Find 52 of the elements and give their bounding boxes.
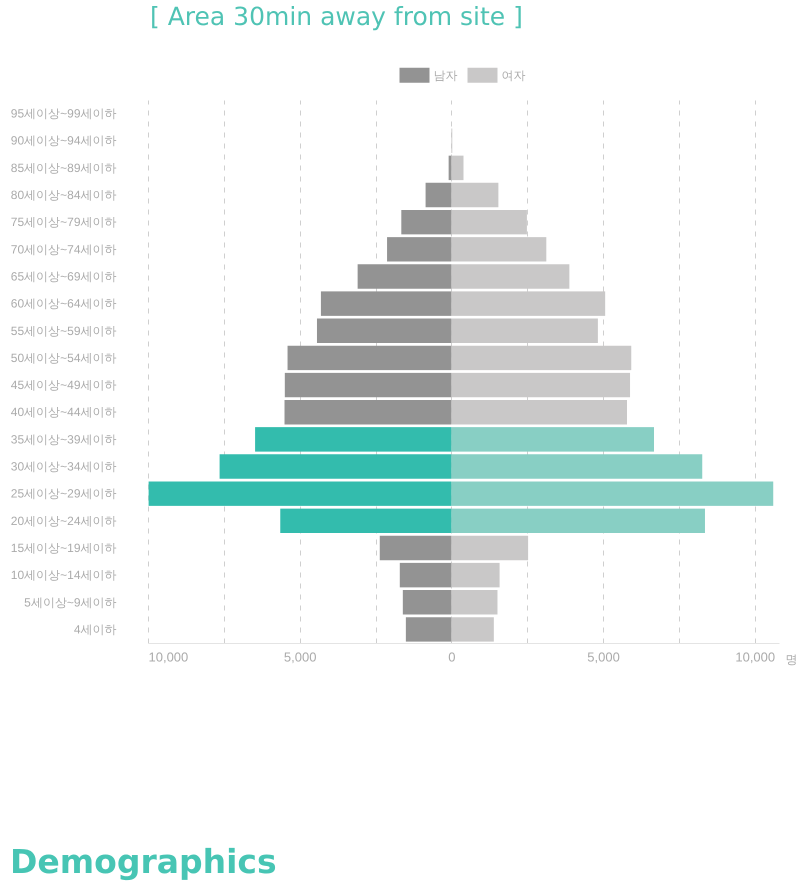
y-tick-label: 5세이상~9세이하 — [24, 595, 116, 610]
y-tick-label: 65세이상~69세이하 — [10, 269, 116, 284]
bar — [255, 427, 452, 452]
x-tick-label: 5,000 — [284, 650, 316, 664]
x-tick-label: 5,000 — [587, 650, 620, 664]
y-tick-label: 60세이상~64세이하 — [10, 296, 116, 311]
bar — [426, 182, 452, 208]
x-tick-label: 10,000 — [148, 650, 188, 664]
bar — [280, 508, 452, 534]
y-tick-label: 55세이상~59세이하 — [10, 324, 116, 338]
y-tick-label: 35세이상~39세이하 — [10, 432, 116, 446]
bar — [401, 210, 452, 234]
bar — [284, 372, 452, 398]
x-tick-label: 0 — [448, 650, 456, 664]
chart-title: [ Area 30min away from site ] — [150, 2, 523, 31]
y-tick-label: 85세이상~89세이하 — [10, 160, 116, 175]
bar — [451, 454, 702, 479]
y-tick-label: 80세이상~84세이하 — [10, 188, 116, 202]
bar — [451, 427, 654, 452]
y-tick-label: 15세이상~19세이하 — [10, 540, 116, 555]
bar — [284, 400, 452, 424]
bar — [316, 318, 452, 343]
bar — [406, 617, 452, 642]
y-tick-label: 70세이상~74세이하 — [10, 242, 116, 256]
y-tick-label: 30세이상~34세이하 — [10, 460, 116, 474]
bar — [451, 508, 705, 534]
y-tick-label: 4세이하 — [74, 622, 116, 636]
bar — [451, 481, 774, 506]
bar — [358, 264, 452, 289]
bar — [288, 346, 452, 370]
x-tick-label: 10,000 — [735, 650, 776, 664]
legend-label: 여자 — [502, 68, 526, 82]
y-tick-label: 90세이상~94세이하 — [10, 134, 116, 148]
bar — [387, 237, 452, 262]
y-tick-label: 20세이상~24세이하 — [10, 514, 116, 528]
y-tick-label: 95세이상~99세이하 — [10, 106, 116, 121]
legend-label: 남자 — [434, 68, 458, 82]
bar — [448, 156, 452, 180]
y-tick-label: 10세이상~14세이하 — [10, 568, 116, 582]
bar — [220, 454, 452, 479]
y-tick-label: 75세이상~79세이하 — [10, 215, 116, 230]
bar — [380, 536, 452, 560]
y-tick-label: 50세이상~54세이하 — [10, 350, 116, 365]
bar — [148, 481, 452, 506]
bar — [320, 291, 452, 316]
y-tick-label: 45세이상~49세이하 — [10, 378, 116, 392]
bar — [400, 562, 452, 588]
y-tick-label: 40세이상~44세이하 — [10, 405, 116, 420]
text: Demographics — [10, 842, 277, 881]
bar — [402, 590, 452, 614]
y-tick-label: 25세이상~29세이하 — [10, 486, 116, 501]
x-axis-title: 명 — [786, 652, 798, 666]
